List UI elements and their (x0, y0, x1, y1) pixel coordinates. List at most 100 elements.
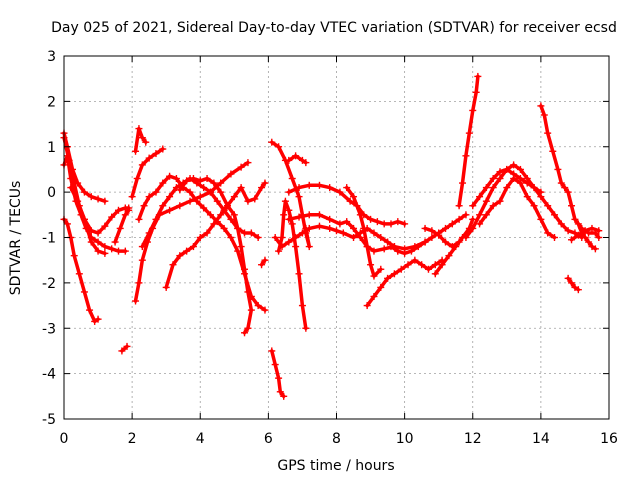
data-point (530, 184, 538, 192)
series-track (566, 276, 581, 292)
data-point (305, 224, 313, 232)
y-axis-label: SDTVAR / TECUs (8, 181, 24, 296)
y-tick-label: 2 (47, 94, 56, 110)
data-point (360, 224, 368, 232)
data-point (469, 215, 477, 223)
data-point (489, 175, 497, 183)
data-point (363, 302, 371, 310)
data-point (370, 229, 378, 237)
data-point (455, 215, 463, 223)
data-point (133, 175, 141, 183)
data-point (469, 106, 477, 114)
data-point (414, 243, 422, 251)
data-point (138, 134, 146, 142)
data-point (428, 227, 436, 235)
data-point (138, 243, 146, 251)
series-17 (268, 347, 288, 400)
data-point (145, 229, 153, 237)
data-point (298, 229, 306, 237)
data-point (367, 261, 375, 269)
data-point (476, 193, 484, 201)
data-point (176, 252, 184, 260)
data-point (65, 156, 73, 164)
data-point (206, 188, 214, 196)
data-point (285, 215, 293, 223)
data-point (227, 170, 235, 178)
data-point (568, 279, 576, 287)
data-point (101, 243, 109, 251)
data-point (241, 229, 249, 237)
data-point (268, 138, 276, 146)
data-point (421, 224, 429, 232)
y-tick-label: 3 (47, 49, 56, 65)
data-point (465, 129, 473, 137)
series-33 (564, 274, 582, 294)
series-29 (462, 161, 586, 241)
data-point (431, 270, 439, 278)
data-point (74, 197, 82, 205)
x-tick-label: 12 (464, 431, 482, 447)
data-point (431, 261, 439, 269)
data-point (370, 272, 378, 280)
data-point (213, 197, 221, 205)
data-point (94, 247, 102, 255)
data-point (462, 234, 470, 241)
data-point (275, 143, 283, 151)
data-point (145, 154, 153, 162)
data-point (305, 243, 313, 251)
data-point (350, 193, 358, 201)
series-track (273, 224, 400, 253)
data-point (159, 145, 167, 153)
data-point (285, 206, 293, 214)
data-point (588, 224, 596, 232)
data-point (234, 224, 242, 232)
data-point (540, 111, 548, 119)
data-point (152, 188, 160, 196)
data-point (217, 211, 225, 219)
data-point (186, 188, 194, 196)
data-point (135, 125, 143, 133)
data-point (70, 252, 78, 260)
data-point (581, 227, 589, 235)
series-track (113, 208, 131, 244)
data-point (384, 274, 392, 282)
data-point (380, 245, 388, 253)
data-point (132, 147, 140, 155)
y-tick-label: 0 (47, 185, 56, 201)
data-point (438, 261, 446, 269)
data-point (397, 265, 405, 273)
data-point (94, 315, 102, 323)
data-point (564, 227, 572, 235)
data-point (176, 186, 184, 194)
series-30 (469, 165, 545, 210)
data-point (568, 236, 576, 244)
data-point (183, 247, 191, 255)
data-point (172, 175, 180, 183)
data-point (145, 193, 153, 201)
series-32 (537, 102, 603, 241)
data-point (241, 265, 249, 273)
data-point (254, 234, 262, 241)
data-point (574, 231, 582, 239)
data-point (435, 231, 443, 239)
data-point (315, 222, 323, 230)
data-point (333, 227, 340, 235)
data-point (574, 220, 582, 228)
data-point (489, 184, 497, 192)
data-point (138, 161, 146, 169)
data-point (418, 261, 426, 269)
data-point (295, 213, 303, 221)
series-28 (455, 72, 482, 210)
data-point (537, 102, 545, 110)
data-point (343, 184, 351, 192)
series-track (287, 183, 407, 226)
series-25 (387, 211, 470, 257)
series-track (477, 176, 557, 240)
series-4 (60, 215, 102, 325)
data-point (551, 234, 558, 241)
data-point (315, 211, 323, 219)
data-point (94, 238, 102, 246)
x-tick-label: 4 (196, 431, 205, 447)
data-point (230, 211, 238, 219)
data-point (336, 188, 344, 196)
